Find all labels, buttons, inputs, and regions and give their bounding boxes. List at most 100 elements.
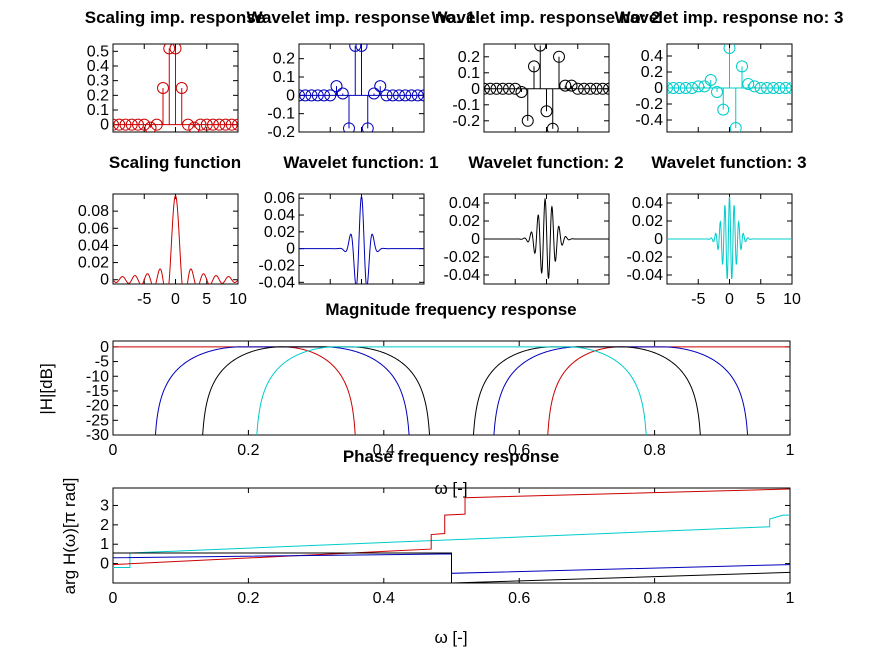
y-tick-label: 0 (100, 556, 109, 573)
y-axis-label: arg H(ω)[π rad] (60, 478, 79, 595)
y-tick-label: 0.06 (264, 190, 295, 207)
y-tick-label: 0.06 (78, 220, 109, 237)
stem-marker (299, 89, 312, 102)
plot-area (299, 44, 424, 132)
plot-area (113, 44, 238, 132)
stem-marker (723, 44, 736, 54)
y-tick-label: 0.02 (78, 255, 109, 272)
plot-frame (298, 193, 425, 285)
stem-marker (711, 86, 723, 98)
y-tick-label: 0 (100, 339, 109, 356)
stem-marker (336, 87, 349, 100)
y-tick-label: 0 (654, 231, 663, 248)
subplot-title: Wavelet function: 1 (283, 153, 438, 172)
y-tick-label: -0.1 (452, 97, 480, 114)
y-tick-label: 0 (100, 117, 109, 134)
function-curve (484, 197, 609, 279)
stem-marker (767, 82, 780, 94)
stem-marker (163, 44, 176, 55)
stem-marker (157, 82, 169, 94)
stem-marker (150, 118, 163, 131)
magnitude-curve (154, 346, 749, 435)
subplot-title: Wavelet imp. response no: 3 (615, 8, 844, 27)
y-tick-label: -0.02 (444, 249, 481, 266)
subplot-title: Phase frequency response (343, 447, 559, 466)
y-tick-label: -0.02 (627, 249, 664, 266)
y-tick-label: 0.04 (78, 237, 109, 254)
y-tick-label: 0.4 (87, 58, 109, 75)
y-tick-label: -0.2 (635, 96, 663, 113)
y-tick-label: 0.4 (641, 48, 663, 65)
stem-marker (686, 82, 698, 94)
y-tick-label: 0 (471, 231, 480, 248)
stem-marker (673, 82, 686, 94)
y-tick-label: 0.02 (632, 213, 663, 230)
y-tick-label: 0.1 (458, 65, 480, 82)
stem-marker (386, 89, 399, 102)
subplot-scaling-function: Scaling function 00.020.040.060.08-5 0 5 10 (78, 153, 247, 308)
x-tick-label: 0.6 (508, 590, 530, 607)
stem-marker (754, 82, 767, 94)
x-tick-label: 0.8 (643, 590, 665, 607)
phase-curve (113, 514, 790, 568)
y-tick-label: 0 (286, 87, 295, 104)
stem-marker (761, 82, 773, 94)
stem-marker (779, 82, 792, 94)
stem-marker (374, 80, 387, 93)
y-tick-label: -10 (86, 368, 109, 385)
stem-marker (132, 118, 144, 131)
phase-curve (113, 488, 790, 566)
stem-marker (219, 118, 232, 131)
magnitude-curve (113, 346, 790, 435)
stem-marker (565, 79, 578, 92)
function-curve (667, 196, 792, 280)
subplot-magnitude-frequency-response: Magnitude frequency response ω [-] |H|[d… (37, 300, 795, 498)
y-tick-label: -5 (95, 354, 109, 371)
stem-marker (534, 44, 547, 52)
y-tick-label: 0.04 (449, 195, 480, 212)
x-tick-label: 5 (756, 291, 765, 308)
subplot-title: Wavelet function: 2 (468, 153, 623, 172)
stem-marker (490, 82, 503, 95)
x-tick-label: 0.6 (508, 442, 530, 459)
stem-marker (349, 44, 362, 52)
stem-marker (343, 122, 355, 132)
y-tick-label: 0.08 (78, 203, 109, 220)
y-tick-label: 0.1 (273, 69, 295, 86)
x-tick-label: 10 (229, 291, 247, 308)
stem-marker (125, 118, 138, 131)
y-tick-label: -0.04 (627, 267, 664, 284)
stem-marker (175, 82, 188, 94)
stem-marker (188, 121, 201, 132)
x-tick-label: 0 (109, 590, 118, 607)
x-tick-label: 1 (786, 442, 795, 459)
y-tick-label: 0 (654, 80, 663, 97)
y-tick-label: -0.2 (452, 113, 480, 130)
stem-marker (742, 78, 755, 90)
y-tick-label: -0.4 (635, 112, 663, 129)
stem-marker (584, 82, 597, 95)
stem-marker (182, 118, 194, 131)
y-tick-label: -0.04 (259, 274, 296, 291)
x-tick-label: 0 (109, 442, 118, 459)
subplot-title: Wavelet imp. response no: 1 (247, 8, 476, 27)
stem-marker (213, 118, 226, 131)
stem-marker (717, 103, 730, 116)
stem-marker (225, 118, 238, 131)
stem-marker (596, 82, 609, 95)
stem-marker (399, 89, 412, 102)
stem-marker (194, 118, 207, 131)
y-tick-label: -30 (86, 427, 109, 444)
x-tick-label: 0 (725, 291, 734, 308)
stem-marker (119, 118, 132, 131)
plot-area (113, 195, 238, 284)
stem-marker (553, 50, 565, 63)
stem-marker (311, 89, 324, 102)
y-tick-label: 0 (286, 241, 295, 258)
stem-marker (361, 122, 374, 132)
y-tick-label: -0.1 (267, 106, 295, 123)
stem-marker (380, 89, 393, 102)
stem-marker (113, 118, 119, 131)
stem-marker (698, 80, 711, 93)
